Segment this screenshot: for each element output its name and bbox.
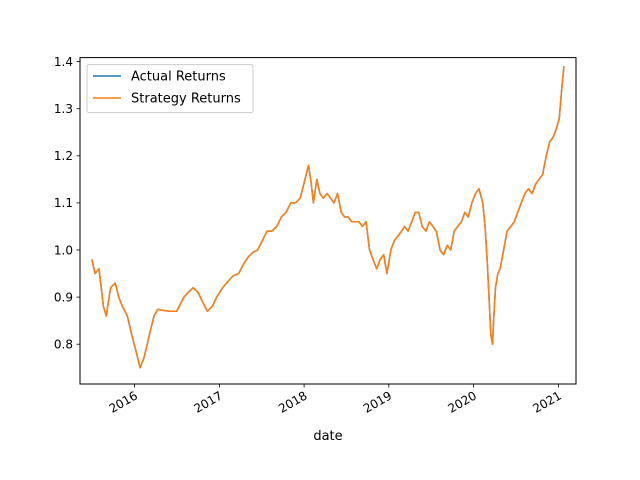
y-tick-label: 1.2	[54, 149, 73, 163]
y-tick-label: 1.1	[54, 196, 73, 210]
legend: Actual Returns Strategy Returns	[86, 64, 254, 114]
legend-label-strategy-returns: Strategy Returns	[131, 92, 241, 107]
series-layer	[91, 66, 565, 369]
y-tick-label: 1.3	[54, 102, 73, 116]
legend-label-actual-returns: Actual Returns	[131, 70, 226, 85]
y-tick-label: 0.8	[54, 338, 73, 352]
y-axis: 0.8 0.9 1.0 1.1 1.2 1.3 1.4	[54, 55, 80, 352]
x-axis-label: date	[313, 429, 342, 444]
plot-frame	[79, 57, 577, 385]
y-tick-label: 1.4	[54, 55, 73, 69]
legend-box	[86, 64, 254, 114]
y-tick-label: 1.0	[54, 243, 73, 257]
series-line-strategy-returns	[91, 66, 565, 369]
y-tick-label: 0.9	[54, 290, 73, 304]
